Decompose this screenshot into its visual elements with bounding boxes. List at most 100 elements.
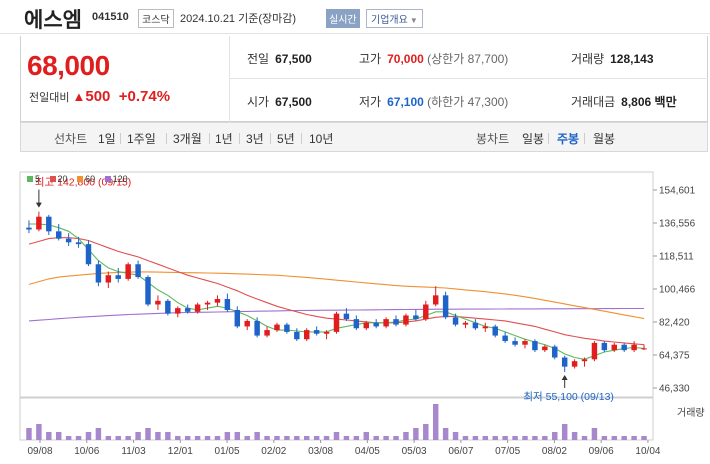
candle-body — [343, 313, 350, 320]
low-value: 67,100 — [387, 95, 424, 109]
volume-bar — [204, 436, 211, 440]
legend-item-ma120: 120 — [104, 174, 128, 184]
tab-1d[interactable]: 1일 — [98, 132, 116, 146]
tab-weekly[interactable]: 주봉 — [557, 132, 580, 146]
tab-3m[interactable]: 3개월 — [173, 132, 202, 146]
tab-separator — [584, 133, 585, 144]
candle-body — [304, 330, 310, 340]
tab-10y[interactable]: 10년 — [309, 132, 334, 146]
trade-amount: 거래대금 8,806 백만 — [571, 93, 677, 110]
price-change: 전일대비 ▲500 +0.74% — [29, 88, 170, 105]
candle-body — [462, 322, 469, 325]
chart-legend: 5 20 60 120 — [27, 174, 135, 184]
amount-value: 8,806 — [621, 95, 652, 109]
line-chart-label: 선차트 — [54, 132, 88, 146]
candle-body — [36, 216, 42, 230]
volume-bar — [502, 436, 508, 440]
change-amount: 500 — [85, 88, 111, 105]
company-info-dropdown[interactable]: 기업개요 ▼ — [366, 9, 423, 28]
volume-bar — [462, 436, 469, 440]
candle-body — [234, 309, 241, 327]
tab-1y[interactable]: 1년 — [215, 132, 233, 146]
tab-5y[interactable]: 5년 — [277, 132, 295, 146]
volume-bar — [36, 424, 42, 440]
candle-body — [393, 319, 399, 325]
candle-body — [591, 342, 598, 360]
candle-body — [204, 302, 211, 305]
volume-bar — [125, 436, 131, 440]
x-tick-label: 10/06 — [74, 446, 99, 457]
current-price: 68,000 — [27, 50, 110, 81]
volume-bar — [224, 432, 231, 440]
x-tick-label: 09/08 — [27, 446, 52, 457]
candle-body — [214, 298, 221, 303]
x-tick-label: 08/02 — [542, 446, 567, 457]
volume-bar — [115, 436, 121, 440]
volume-bar — [601, 436, 608, 440]
candle-body — [522, 341, 528, 345]
ma5-line — [29, 223, 645, 360]
open-price: 시가 67,500 — [247, 93, 312, 110]
volume-bar — [85, 432, 92, 440]
high-value: 70,000 — [387, 52, 424, 66]
volume-bar — [353, 436, 360, 440]
tab-1w[interactable]: 1주일 — [127, 132, 156, 146]
volume-bar — [323, 436, 330, 440]
y-tick-label: 118,511 — [659, 252, 694, 263]
upper-limit: (상한가 87,700) — [427, 52, 509, 66]
volume-bar — [492, 436, 498, 440]
candle-body — [95, 264, 102, 283]
volume-axis-label: 거래량 — [677, 407, 705, 419]
volume-bar — [175, 436, 181, 440]
volume-bar — [363, 432, 369, 440]
candle-body — [452, 317, 459, 325]
candle-body — [363, 322, 369, 329]
candle-body — [115, 275, 121, 279]
y-tick-label: 100,466 — [659, 285, 696, 296]
candle-body — [492, 326, 498, 336]
low-label: 저가 — [359, 95, 382, 109]
x-tick-label: 11/03 — [121, 446, 146, 457]
volume-bar — [234, 432, 241, 440]
volume-bar — [254, 432, 260, 440]
tab-separator — [120, 133, 121, 144]
candle-body — [294, 331, 300, 340]
volume-bar — [294, 436, 300, 440]
candle-body — [611, 344, 618, 351]
tab-3y[interactable]: 3년 — [246, 132, 264, 146]
volume-bar — [432, 404, 439, 440]
x-tick-label: 05/03 — [402, 446, 427, 457]
candle-body — [254, 320, 260, 336]
volume-bar — [165, 432, 171, 440]
candle-body — [561, 357, 568, 367]
tab-daily[interactable]: 일봉 — [522, 132, 545, 146]
candle-body — [472, 322, 479, 329]
prev-close-label: 전일 — [247, 52, 270, 66]
volume-bar — [581, 436, 588, 440]
y-tick-label: 64,375 — [659, 351, 690, 362]
volume-bar — [135, 432, 141, 440]
candle-body — [46, 216, 52, 232]
realtime-button[interactable]: 실시간 — [326, 9, 360, 28]
open-label: 시가 — [247, 95, 270, 109]
volume-bar — [343, 436, 350, 440]
candle-body — [571, 361, 578, 367]
candle-body — [105, 275, 112, 283]
x-tick-label: 02/02 — [261, 446, 286, 457]
volume-bar — [641, 436, 647, 440]
volume-bar — [561, 424, 568, 440]
candle-body — [383, 319, 389, 327]
volume-bar — [333, 432, 340, 440]
prev-close-value: 67,500 — [275, 52, 312, 66]
volume-bar — [532, 436, 538, 440]
volume-bar — [26, 428, 32, 440]
volume-bar — [413, 428, 419, 440]
tab-monthly[interactable]: 월봉 — [593, 132, 616, 146]
candle-body — [175, 308, 181, 314]
stock-code: 041510 — [92, 11, 129, 23]
volume-bar — [214, 436, 221, 440]
x-tick-label: 03/08 — [308, 446, 333, 457]
amount-label: 거래대금 — [571, 95, 616, 109]
candle-body — [432, 295, 439, 305]
volume-bar — [542, 436, 548, 440]
